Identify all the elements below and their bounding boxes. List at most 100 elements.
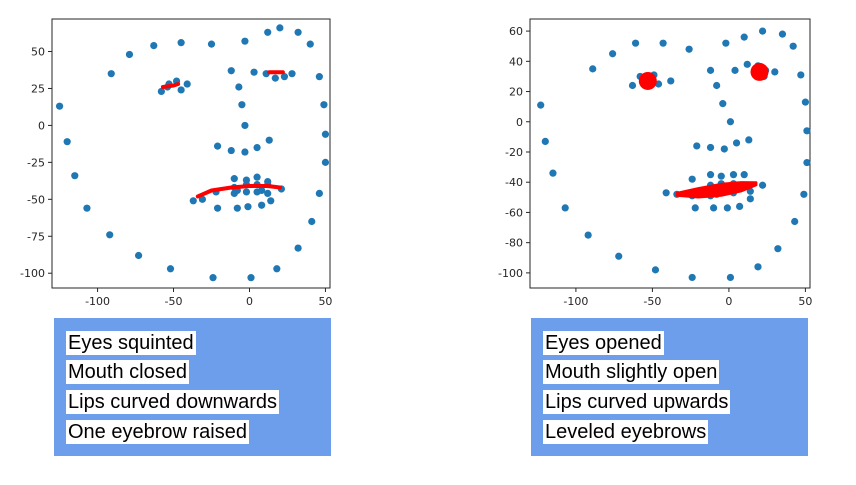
left-landmark-point — [177, 39, 185, 47]
right-landmark-point — [745, 136, 753, 144]
right-landmark-point — [659, 39, 667, 47]
right-y-tick-label: -100 — [498, 267, 523, 280]
right-landmark-point — [732, 139, 741, 147]
left-landmark-point — [209, 274, 217, 282]
left-landmark-point — [267, 197, 275, 205]
left-landmark-point — [107, 70, 115, 78]
left-landmark-point — [250, 68, 258, 76]
right-landmark-point — [754, 263, 762, 271]
right-plot-frame — [529, 18, 811, 289]
right-landmark-point — [723, 204, 731, 212]
right-landmark-point — [713, 81, 721, 90]
left-landmark-point — [241, 148, 249, 156]
left-landmark-point — [247, 274, 255, 282]
left-landmark-point — [238, 101, 246, 109]
left-landmark-point — [320, 101, 328, 109]
left-y-tick-label: 25 — [31, 82, 45, 95]
right-y-tick-label: 0 — [516, 116, 523, 129]
left-caption-box: Eyes squinted Mouth closed Lips curved d… — [54, 318, 331, 456]
right-landmark-point — [803, 158, 811, 167]
right-eye-marker — [638, 71, 657, 90]
left-landmark-point — [227, 67, 235, 75]
left-plot-frame — [51, 18, 331, 289]
right-landmark-point — [537, 101, 545, 109]
left-landmark-point — [315, 189, 323, 198]
right-x-tick-label: 0 — [725, 295, 732, 308]
left-landmark-point — [242, 188, 251, 196]
right-landmark-point — [541, 137, 549, 146]
right-landmark-point — [746, 187, 754, 195]
right-landmark-point — [731, 66, 739, 74]
left-x-tick-label: -100 — [85, 295, 110, 308]
left-landmark-point — [106, 231, 114, 239]
left-landmark-point — [150, 42, 158, 50]
left-y-tick-label: -75 — [27, 230, 45, 243]
right-y-tick-label: -20 — [505, 146, 523, 159]
left-landmark-point — [198, 195, 206, 203]
left-landmark-point — [242, 176, 251, 184]
right-caption-line-3: Lips curved upwards — [543, 390, 731, 414]
left-landmark-point — [157, 87, 165, 96]
right-caption-line-2: Mouth slightly open — [543, 360, 720, 384]
right-eye-marker — [750, 62, 769, 81]
right-landmark-point — [688, 175, 696, 183]
left-landmark-point — [315, 73, 323, 81]
right-landmark-point — [726, 118, 735, 126]
left-landmark-point — [321, 130, 330, 138]
left-landmark-point — [258, 186, 266, 195]
left-landmark-point — [264, 177, 272, 186]
left-landmark-point — [253, 173, 261, 181]
right-landmark-point — [746, 195, 754, 203]
right-landmark-point — [631, 39, 640, 47]
right-landmark-point — [740, 171, 748, 179]
left-landmark-point — [83, 204, 91, 212]
right-landmark-point — [758, 27, 767, 35]
left-landmark-point — [280, 73, 289, 81]
right-landmark-point — [584, 231, 592, 239]
right-landmark-point — [740, 33, 748, 41]
right-landmark-point — [771, 68, 779, 76]
right-landmark-point — [710, 204, 718, 212]
left-landmark-point — [71, 172, 79, 180]
left-face-plot: -100 -50 0 50 50 25 0 -25 -50 -75 -100 — [20, 18, 332, 308]
left-y-tick-label: -25 — [27, 156, 45, 169]
right-mouth-band — [675, 181, 758, 199]
left-landmark-point — [233, 204, 241, 212]
right-landmark-point — [726, 273, 735, 282]
left-caption-line-4: One eyebrow raised — [66, 420, 249, 444]
left-landmark-point — [265, 136, 273, 144]
right-landmark-point — [615, 252, 623, 260]
right-landmark-point — [685, 45, 693, 53]
left-landmark-point — [166, 265, 175, 273]
right-landmark-point — [651, 266, 660, 274]
left-landmark-point — [241, 37, 249, 45]
left-x-tick-label: -50 — [165, 295, 183, 308]
right-landmark-point — [688, 273, 696, 282]
right-landmark-point — [662, 189, 670, 197]
right-landmark-point — [706, 171, 715, 179]
right-y-tick-label: 60 — [509, 25, 523, 38]
right-landmark-point — [800, 190, 808, 198]
right-landmark-point — [722, 39, 730, 47]
right-y-tick-label: -80 — [505, 237, 523, 250]
right-landmark-point — [628, 81, 637, 90]
right-landmark-point — [719, 100, 727, 108]
left-landmark-point — [213, 142, 222, 150]
left-landmark-point — [264, 189, 272, 198]
right-y-tick-label: 20 — [509, 86, 523, 99]
left-landmark-point — [308, 217, 316, 226]
left-landmark-point — [189, 197, 197, 205]
right-landmark-point — [774, 245, 782, 253]
left-landmark-point — [230, 175, 238, 183]
right-landmark-point — [693, 142, 701, 150]
left-landmark-point — [134, 251, 143, 260]
left-landmark-point — [213, 204, 222, 212]
right-x-tick-label: -100 — [563, 295, 588, 308]
right-landmark-point — [736, 202, 744, 210]
right-landmark-point — [609, 50, 617, 58]
left-landmark-point — [276, 24, 284, 32]
left-landmark-point — [294, 244, 302, 252]
left-landmark-point — [273, 265, 281, 273]
left-caption-line-1: Eyes squinted — [66, 331, 196, 355]
left-y-tick-label: 50 — [31, 46, 45, 59]
